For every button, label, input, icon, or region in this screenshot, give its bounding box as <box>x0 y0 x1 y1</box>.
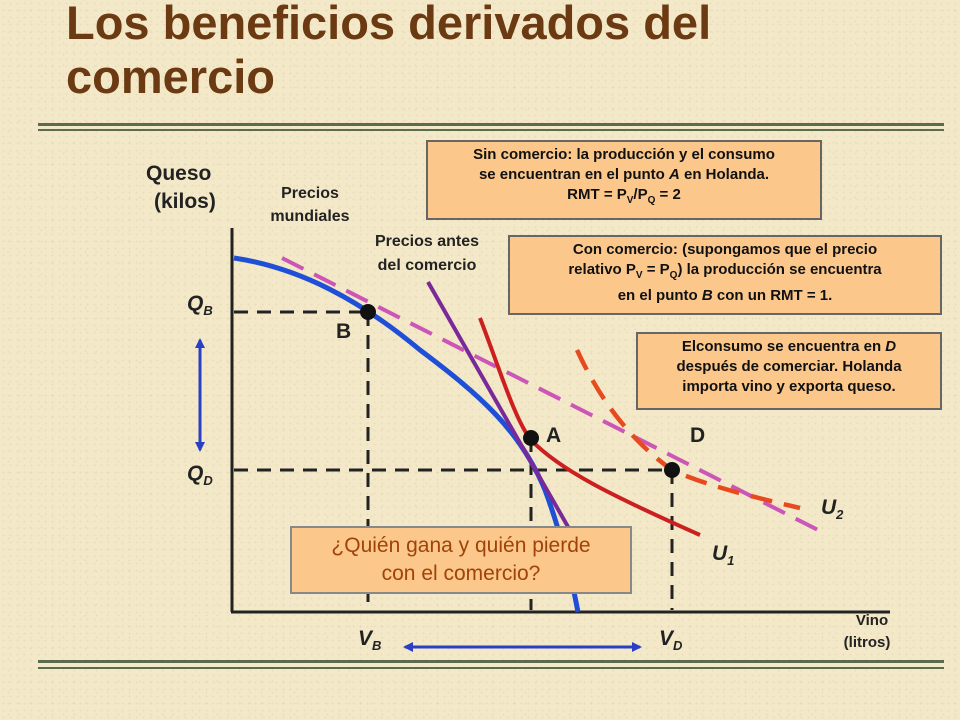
question-line2: con el comercio? <box>381 562 541 585</box>
with-trade-line3-b: B <box>701 287 713 304</box>
point-d-marker <box>664 462 680 478</box>
title-divider-top <box>38 123 944 126</box>
world-prices-label: Precios mundiales <box>255 182 365 228</box>
consumption-box: Elconsumo se encuentra en D después de c… <box>636 332 942 410</box>
with-trade-line2-b: = P <box>642 261 670 278</box>
y-axis-label-line1: Queso <box>146 162 212 185</box>
with-trade-line2-sub1: V <box>635 270 643 281</box>
no-trade-line3-c: = 2 <box>655 186 681 203</box>
question-line1: ¿Quién gana y quién pierde <box>331 534 591 557</box>
no-trade-box: Sin comercio: la producción y el consumo… <box>426 140 822 220</box>
q-d-label-sub: D <box>203 473 213 489</box>
world-prices-label-line1: Precios <box>281 185 339 202</box>
q-b-label: QB <box>187 292 213 318</box>
slide-title: Los beneficios derivados del comercio <box>66 0 711 104</box>
q-b-label-sub: B <box>203 303 213 319</box>
with-trade-box: Con comercio: (supongamos que el precio … <box>508 235 942 315</box>
y-axis-label-line2: (kilos) <box>154 190 216 213</box>
pretrade-price-line <box>426 281 589 561</box>
u1-label-sub: 1 <box>727 553 735 569</box>
consumption-line1-b: D <box>885 338 897 355</box>
v-d-label: VD <box>659 627 682 653</box>
footer-divider-thin <box>38 667 944 669</box>
no-trade-line3-sub1: V <box>626 195 634 206</box>
no-trade-line3-sub2: Q <box>647 195 656 206</box>
x-axis-label: Vino (litros) <box>835 610 899 654</box>
v-b-label: VB <box>358 627 381 653</box>
x-axis-label-line1: Vino <box>855 612 889 629</box>
no-trade-line2-a: se encuentran en el punto <box>478 166 669 183</box>
point-a-marker <box>523 430 539 446</box>
with-trade-line3-a: en el punto <box>617 287 702 304</box>
pretrade-prices-label-line1: Precios antes <box>374 233 480 250</box>
no-trade-line2-b: A <box>669 166 680 183</box>
u2-label-sub: 2 <box>836 507 844 523</box>
point-b-label: B <box>336 320 352 343</box>
question-box: ¿Quién gana y quién pierde con el comerc… <box>290 526 632 594</box>
with-trade-line1: Con comercio: (supongamos que el precio <box>572 241 878 258</box>
v-b-label-sub: B <box>372 638 382 654</box>
no-trade-line2-c: en Holanda. <box>679 166 770 183</box>
point-d-label: D <box>690 424 706 447</box>
with-trade-line2-sub2: Q <box>669 270 678 281</box>
with-trade-line2-c: ) la producción se encuentra <box>677 261 882 278</box>
pretrade-prices-label-line2: del comercio <box>377 257 477 274</box>
u2-label-main: U <box>821 496 837 519</box>
u1-label-main: U <box>712 542 728 565</box>
y-axis-label: Queso (kilos) <box>146 160 216 216</box>
title-divider-top-thin <box>38 129 944 131</box>
u1-label: U1 <box>712 542 734 568</box>
consumption-line2: después de comerciar. Holanda <box>676 358 902 375</box>
no-trade-line3-a: RMT = P <box>567 186 627 203</box>
q-d-label-main: Q <box>187 462 204 485</box>
with-trade-line2-a: relativo P <box>568 261 636 278</box>
x-axis-label-line2: (litros) <box>843 634 891 651</box>
slide-title-line2: comercio <box>66 50 275 103</box>
v-d-label-main: V <box>659 627 674 650</box>
point-b-marker <box>360 304 376 320</box>
world-prices-label-line2: mundiales <box>270 208 350 225</box>
world-price-line <box>281 256 819 532</box>
consumption-line1-a: Elconsumo se encuentra en <box>681 338 886 355</box>
no-trade-line3-b: /P <box>633 186 648 203</box>
v-b-label-main: V <box>358 627 373 650</box>
no-trade-line1: Sin comercio: la producción y el consumo <box>473 146 775 163</box>
consumption-line3: importa vino y exporta queso. <box>682 378 896 395</box>
footer-divider <box>38 660 944 663</box>
v-d-label-sub: D <box>673 638 683 654</box>
pretrade-prices-label: Precios antes del comercio <box>352 230 502 278</box>
with-trade-line3-c: con un RMT = 1. <box>712 287 833 304</box>
u2-label: U2 <box>821 496 843 522</box>
slide-title-line1: Los beneficios derivados del <box>66 0 712 49</box>
q-d-label: QD <box>187 462 213 488</box>
q-b-label-main: Q <box>187 292 204 315</box>
point-a-label: A <box>546 424 562 447</box>
